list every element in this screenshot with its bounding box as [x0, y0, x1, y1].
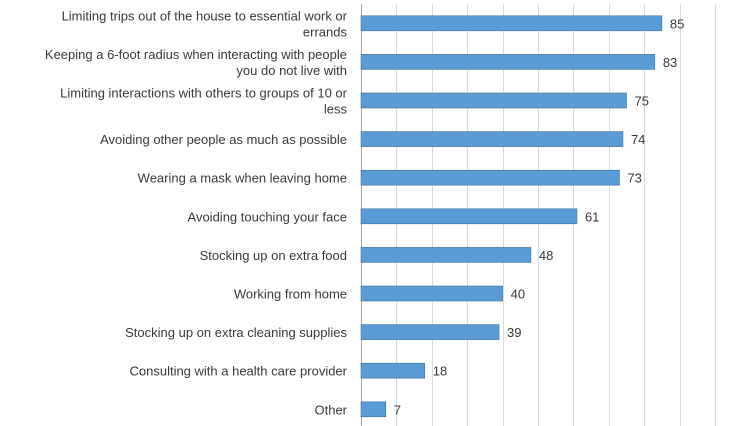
data-label: 74: [631, 132, 645, 147]
data-label: 7: [394, 402, 401, 417]
data-label: 18: [433, 364, 447, 379]
bar: [360, 324, 500, 340]
data-label: 48: [539, 248, 553, 263]
bar: [360, 131, 624, 147]
category-label: Keeping a 6-foot radius when interacting…: [45, 47, 347, 78]
category-labels: Limiting trips out of the house to essen…: [45, 8, 348, 417]
category-label: Limiting trips out of the house to essen…: [62, 8, 348, 39]
category-label: Working from home: [234, 287, 347, 302]
data-label: 83: [663, 55, 677, 70]
category-label: Avoiding other people as much as possibl…: [100, 132, 347, 147]
bar: [360, 362, 426, 379]
category-label: Stocking up on extra food: [200, 248, 347, 263]
category-label: Other: [314, 402, 347, 417]
data-labels: 85 83 75 74 73 61 48 40 39 18 7: [394, 16, 685, 417]
category-label: Stocking up on extra cleaning supplies: [125, 325, 347, 340]
bar: [360, 15, 663, 32]
category-label: Avoiding touching your face: [188, 209, 347, 224]
bars: [360, 15, 663, 418]
data-label: 85: [670, 16, 684, 31]
bar: [360, 92, 627, 109]
data-label: 73: [627, 171, 641, 186]
bar: [360, 401, 387, 418]
bar: [360, 169, 620, 186]
category-label: Wearing a mask when leaving home: [138, 171, 347, 186]
data-label: 61: [585, 209, 599, 224]
data-label: 75: [635, 94, 649, 109]
data-label: 39: [507, 325, 521, 340]
bar: [360, 54, 656, 70]
category-label: Limiting interactions with others to gro…: [60, 86, 348, 117]
bar: [360, 208, 578, 225]
bar: [360, 285, 503, 302]
bar: [360, 247, 532, 263]
data-label: 40: [511, 287, 525, 302]
category-label: Consulting with a health care provider: [129, 364, 347, 379]
